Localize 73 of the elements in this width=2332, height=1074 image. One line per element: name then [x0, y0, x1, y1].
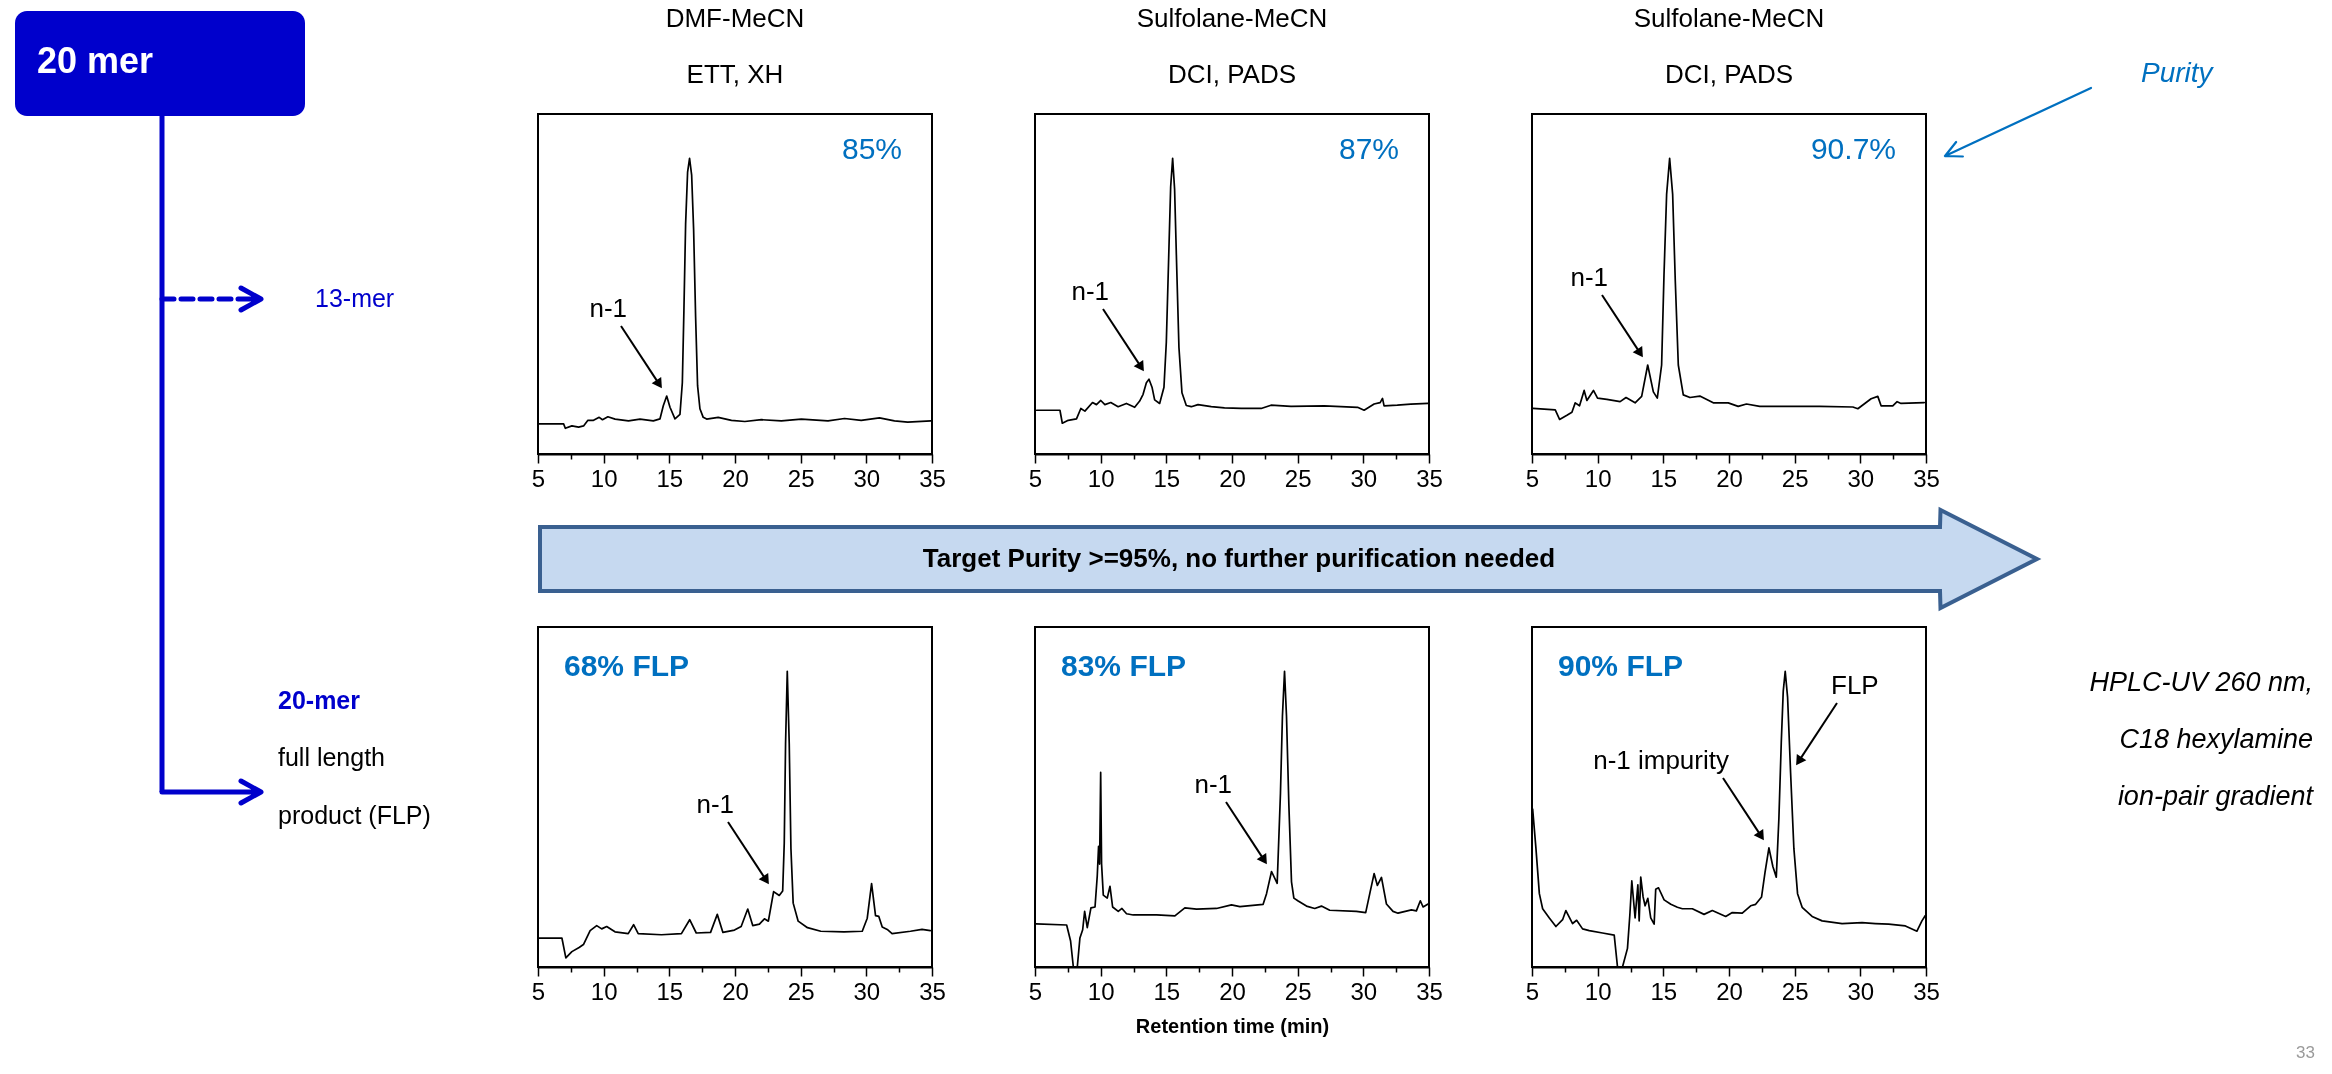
- annotation: 90% FLP: [1558, 649, 1684, 682]
- x-tick-label: 35: [1416, 977, 1443, 1005]
- x-tick-label: 20: [722, 977, 749, 1005]
- x-tick-label: 15: [1650, 977, 1678, 1005]
- x-tick-label: 10: [590, 464, 618, 492]
- text: ion-pair gradient: [2117, 781, 2315, 811]
- x-tick-label: 10: [1584, 977, 1612, 1005]
- x-tick-label: 5: [1525, 464, 1540, 492]
- annotation: 68% FLP: [564, 649, 690, 682]
- x-tick-label: 25: [1284, 977, 1312, 1005]
- text: 20-mer: [278, 686, 361, 714]
- x-tick-label: 30: [1350, 464, 1378, 492]
- x-tick-label: 30: [853, 464, 881, 492]
- x-tick-label: 10: [1087, 977, 1115, 1005]
- x-tick-label: 5: [1028, 977, 1043, 1005]
- x-tick-label: 30: [853, 977, 881, 1005]
- x-tick-label: 25: [787, 977, 815, 1005]
- chart-title: Sulfolane-MeCN: [1633, 3, 1825, 33]
- x-tick-label: 20: [1716, 977, 1743, 1005]
- x-tick-label: 10: [1087, 464, 1115, 492]
- annotation: n-1: [696, 789, 734, 819]
- x-tick-label: 30: [1350, 977, 1378, 1005]
- x-tick-label: 25: [1781, 464, 1809, 492]
- chart-subtitle: ETT, XH: [686, 59, 784, 89]
- x-tick-label: 15: [1650, 464, 1678, 492]
- x-tick-label: 20: [1219, 464, 1246, 492]
- x-tick-label: 25: [1284, 464, 1312, 492]
- x-tick-label: 25: [787, 464, 815, 492]
- x-tick-label: 10: [1584, 464, 1612, 492]
- annotation: n-1 impurity: [1593, 745, 1729, 775]
- text: Purity: [2141, 57, 2215, 88]
- x-tick-label: 5: [531, 977, 546, 1005]
- x-tick-label: 20: [722, 464, 749, 492]
- x-tick-label: 5: [1028, 464, 1043, 492]
- chart-title: Sulfolane-MeCN: [1136, 3, 1328, 33]
- x-tick-label: 25: [1781, 977, 1809, 1005]
- text: C18 hexylamine: [2119, 724, 2313, 754]
- x-tick-label: 10: [590, 977, 618, 1005]
- annotation: n-1: [1194, 769, 1232, 799]
- chart-subtitle: DCI, PADS: [1664, 59, 1794, 89]
- x-tick-label: 20: [1219, 977, 1246, 1005]
- annotation: n-1: [1570, 262, 1608, 292]
- x-tick-label: 35: [1416, 464, 1443, 492]
- x-axis-title: Retention time (min): [1135, 1014, 1330, 1037]
- x-tick-label: 5: [531, 464, 546, 492]
- annotation: n-1: [589, 293, 627, 323]
- x-tick-label: 35: [1913, 464, 1940, 492]
- annotation: 87%: [1338, 132, 1399, 165]
- text: 33: [2296, 1043, 2315, 1062]
- text: 20 mer: [37, 40, 154, 81]
- x-tick-label: 5: [1525, 977, 1540, 1005]
- text: full length: [278, 743, 386, 771]
- x-tick-label: 35: [919, 977, 946, 1005]
- x-tick-label: 20: [1716, 464, 1743, 492]
- x-tick-label: 15: [1153, 464, 1181, 492]
- chart-title: DMF-MeCN: [665, 3, 805, 33]
- annotation: 83% FLP: [1061, 649, 1187, 682]
- annotation: n-1: [1071, 276, 1109, 306]
- x-tick-label: 35: [1913, 977, 1940, 1005]
- text: 13-mer: [315, 284, 395, 312]
- x-tick-label: 30: [1847, 464, 1875, 492]
- x-tick-label: 15: [1153, 977, 1181, 1005]
- chart-subtitle: DCI, PADS: [1167, 59, 1297, 89]
- text: product (FLP): [278, 801, 431, 829]
- x-tick-label: 15: [656, 977, 684, 1005]
- text: HPLC-UV 260 nm,: [2089, 667, 2313, 697]
- annotation: 90.7%: [1810, 132, 1896, 165]
- annotation: 85%: [841, 132, 902, 165]
- text: Target Purity >=95%, no further purification needed: [922, 543, 1556, 573]
- x-tick-label: 15: [656, 464, 684, 492]
- x-tick-label: 30: [1847, 977, 1875, 1005]
- annotation: FLP: [1831, 670, 1879, 700]
- x-tick-label: 35: [919, 464, 946, 492]
